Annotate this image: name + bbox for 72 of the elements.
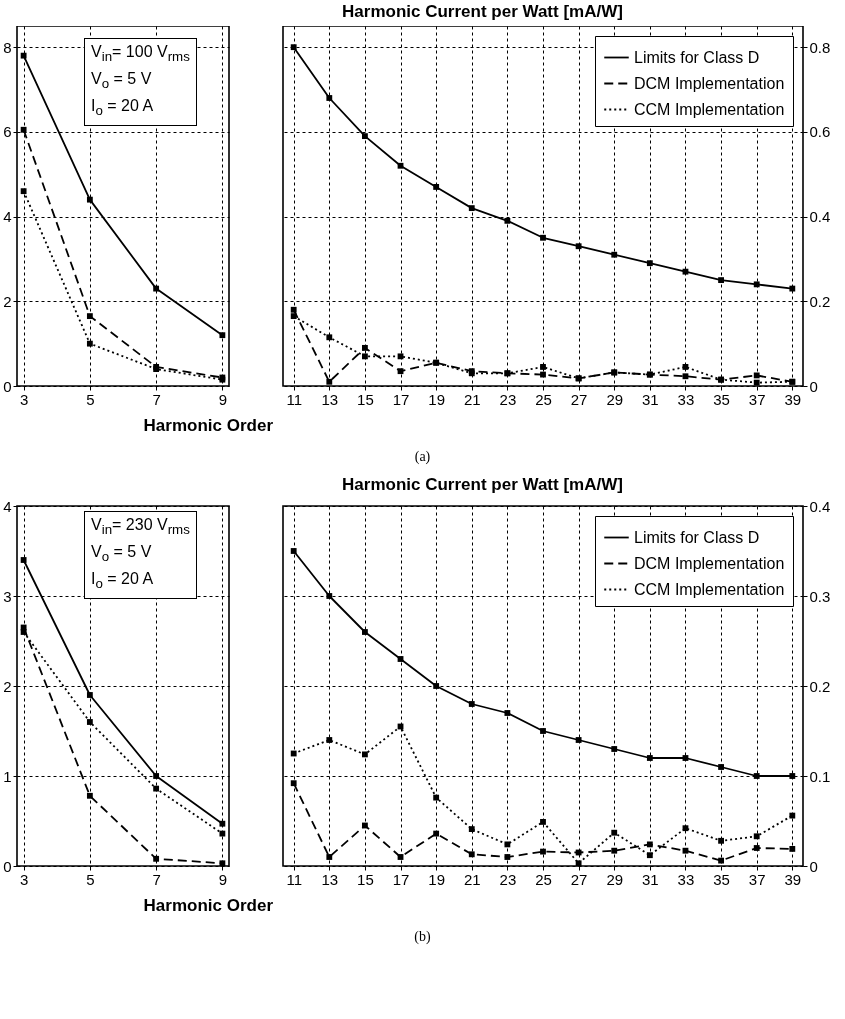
x-tick-label: 7 [152,390,161,408]
x-tick-label: 33 [677,870,695,888]
x-tick-label: 37 [748,870,766,888]
x-tick-label: 35 [713,390,730,408]
y2-tick-label: 0.2 [809,292,831,310]
x-tick-label: 5 [86,870,95,888]
y-tick-label: 6 [3,123,12,141]
y-tick-label: 4 [3,208,12,226]
y2-tick-label: 0.4 [809,208,831,226]
x-tick-label: 13 [321,390,339,408]
x-tick-label: 11 [286,390,302,408]
x-axis-title: Harmonic Order [143,895,274,915]
chart-title: Harmonic Current per Watt [mA/W] [341,1,624,23]
chart-title: Harmonic Current per Watt [mA/W] [341,474,624,496]
y-tick-label: 8 [3,38,12,56]
x-tick-label: 27 [570,390,588,408]
x-tick-label: 11 [286,870,302,888]
x-tick-label: 19 [428,390,445,408]
x-tick-label: 7 [152,870,161,888]
x-tick-label: 9 [218,390,228,408]
y-tick-label: 4 [3,497,12,515]
y2-tick-label: 0.4 [809,497,831,515]
x-tick-label: 29 [606,390,624,408]
y-tick-label: 3 [3,587,12,605]
x-tick-label: 35 [713,870,730,888]
y2-tick-label: 0.2 [809,677,831,695]
x-tick-label: 21 [463,870,481,888]
x-tick-label: 21 [463,390,481,408]
text: (b) [413,929,432,946]
x-tick-label: 31 [642,390,659,408]
x-tick-label: 19 [428,870,445,888]
x-tick-label: 17 [392,870,410,888]
x-tick-label: 31 [642,870,659,888]
y-tick-label: 1 [3,767,12,785]
y2-tick-label: 0.3 [809,587,831,605]
text: (a) [413,449,432,466]
x-tick-label: 23 [499,870,517,888]
x-tick-label: 25 [535,870,552,888]
x-tick-label: 9 [218,870,228,888]
y2-tick-label: 0.8 [809,38,831,56]
y2-tick-label: 0 [809,377,818,395]
y2-tick-label: 0.6 [809,123,831,141]
x-axis-title: Harmonic Order [143,415,274,435]
parameter-box: V$_{in}$= 100 V$_{rms}$ V$_{o}$ = 5 V I$_{o}$ = 20 A [84,38,197,126]
x-tick-label: 15 [357,870,374,888]
x-tick-label: 23 [499,390,517,408]
x-tick-label: 3 [19,870,29,888]
x-tick-label: 27 [570,870,588,888]
x-tick-label: 33 [677,390,695,408]
x-tick-label: 3 [19,390,29,408]
legend-label: Limits for Class D [634,48,760,66]
x-tick-label: 13 [321,870,339,888]
y-tick-label: 0 [3,857,12,875]
legend-label: Limits for Class D [634,528,760,546]
y2-tick-label: 0.1 [809,767,831,785]
x-tick-label: 5 [86,390,95,408]
x-tick-label: 39 [784,870,802,888]
legend-label: CCM Implementation [634,100,785,118]
legend-label: DCM Implementation [634,554,785,572]
x-tick-label: 25 [535,390,552,408]
y-tick-label: 2 [3,677,12,695]
x-tick-label: 17 [392,390,410,408]
y-tick-label: 2 [3,292,12,310]
x-tick-label: 37 [748,390,766,408]
legend-label: DCM Implementation [634,74,785,92]
x-tick-label: 39 [784,390,802,408]
y-tick-label: 0 [3,377,12,395]
x-tick-label: 15 [357,390,374,408]
parameter-box: V$_{in}$= 230 V$_{rms}$ V$_{o}$ = 5 V I$_{o}$ = 20 A [84,511,197,599]
x-tick-label: 29 [606,870,624,888]
y2-tick-label: 0 [809,857,818,875]
legend-label: CCM Implementation [634,580,785,598]
